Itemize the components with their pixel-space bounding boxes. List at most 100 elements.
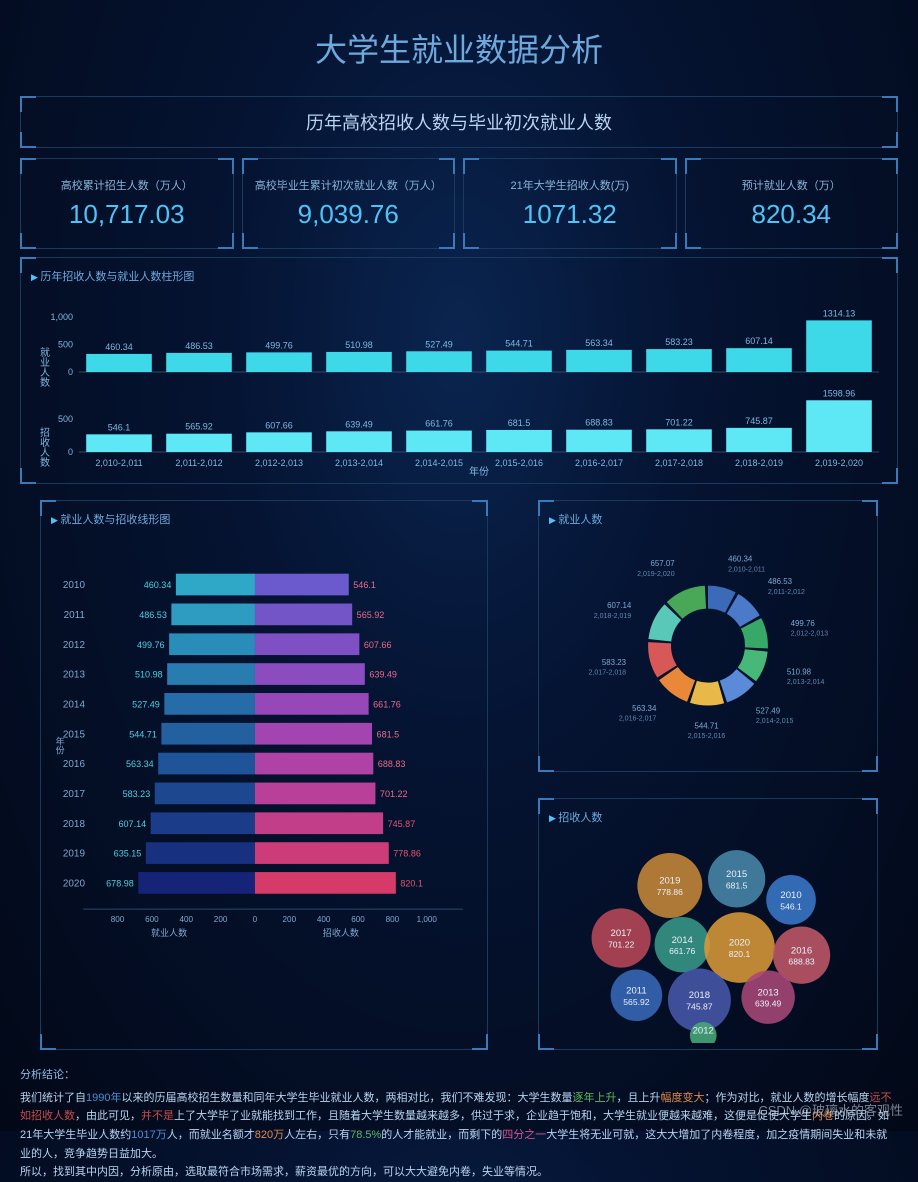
svg-text:2017: 2017: [63, 789, 86, 800]
svg-text:639.49: 639.49: [345, 419, 373, 429]
svg-text:就业人数: 就业人数: [151, 927, 187, 938]
svg-text:688.83: 688.83: [788, 957, 814, 967]
svg-text:2015: 2015: [726, 869, 747, 880]
svg-text:681.5: 681.5: [508, 418, 531, 428]
svg-text:2011: 2011: [64, 610, 86, 621]
svg-text:546.1: 546.1: [353, 580, 376, 590]
stat-label: 21年大学生招收人数(万): [469, 177, 671, 193]
svg-text:688.83: 688.83: [585, 418, 613, 428]
svg-text:499.76: 499.76: [137, 640, 165, 650]
svg-text:745.87: 745.87: [686, 1002, 712, 1012]
conclusion-title: 分析结论：: [20, 1066, 898, 1085]
svg-text:2,017-2,018: 2,017-2,018: [589, 670, 627, 677]
svg-text:2018: 2018: [689, 990, 710, 1001]
svg-text:546.1: 546.1: [780, 901, 802, 911]
svg-text:607.14: 607.14: [607, 601, 632, 610]
svg-text:778.86: 778.86: [657, 887, 683, 897]
hbar-chart: 2010460.34546.12011486.53565.922012499.7…: [47, 535, 481, 965]
svg-text:2,018-2,019: 2,018-2,019: [594, 613, 632, 620]
svg-text:565.92: 565.92: [357, 610, 385, 620]
svg-text:661.76: 661.76: [373, 700, 401, 710]
svg-text:2020: 2020: [729, 938, 750, 949]
svg-text:583.23: 583.23: [665, 337, 693, 347]
svg-text:600: 600: [351, 915, 365, 924]
svg-text:年份: 年份: [55, 735, 65, 755]
svg-text:661.76: 661.76: [669, 946, 695, 956]
svg-text:就业人数: 就业人数: [38, 346, 50, 388]
stat-value: 820.34: [691, 199, 893, 230]
svg-text:701.22: 701.22: [380, 789, 408, 799]
hbar-panel: 就业人数与招收线形图 2010460.34546.12011486.53565.…: [40, 500, 488, 1050]
stat-value: 1071.32: [469, 199, 671, 230]
bubble-panel: 招收人数 2019778.862015681.52010546.12017701…: [538, 798, 878, 1050]
svg-text:2,017-2,018: 2,017-2,018: [655, 458, 703, 468]
svg-text:2013: 2013: [758, 987, 779, 998]
svg-text:2020: 2020: [63, 879, 86, 890]
main-title: 大学生就业数据分析: [0, 0, 918, 86]
svg-text:745.87: 745.87: [745, 416, 773, 426]
svg-text:657.07: 657.07: [650, 559, 674, 568]
svg-text:527.49: 527.49: [756, 707, 781, 716]
svg-text:499.76: 499.76: [265, 340, 293, 350]
svg-text:681.5: 681.5: [377, 729, 400, 739]
svg-text:460.34: 460.34: [728, 555, 753, 564]
svg-text:2,014-2,015: 2,014-2,015: [415, 458, 463, 468]
svg-text:460.34: 460.34: [144, 580, 172, 590]
svg-text:635.15: 635.15: [114, 849, 142, 859]
svg-text:486.53: 486.53: [185, 341, 213, 351]
svg-text:486.53: 486.53: [768, 577, 793, 586]
svg-text:2,012-2,013: 2,012-2,013: [791, 630, 829, 637]
svg-text:2,013-2,014: 2,013-2,014: [787, 679, 825, 686]
svg-text:2016: 2016: [791, 945, 812, 956]
svg-text:0: 0: [253, 915, 258, 924]
svg-text:2014: 2014: [672, 935, 694, 946]
svg-text:701.22: 701.22: [665, 417, 693, 427]
svg-text:639.49: 639.49: [369, 670, 397, 680]
svg-text:701.22: 701.22: [608, 940, 634, 950]
svg-text:2018: 2018: [63, 819, 86, 830]
svg-text:527.49: 527.49: [132, 700, 160, 710]
svg-text:688.83: 688.83: [378, 759, 406, 769]
svg-text:0: 0: [68, 447, 73, 457]
svg-text:2,015-2,016: 2,015-2,016: [688, 733, 726, 740]
svg-text:546.1: 546.1: [108, 422, 131, 432]
svg-text:510.98: 510.98: [345, 340, 373, 350]
svg-text:2,012-2,013: 2,012-2,013: [255, 458, 303, 468]
svg-text:544.71: 544.71: [505, 339, 533, 349]
donut-chart: 460.342,010-2,011486.532,011-2,012499.76…: [545, 535, 871, 765]
svg-text:778.86: 778.86: [393, 849, 421, 859]
svg-text:500: 500: [58, 340, 73, 350]
bubble-chart: 2019778.862015681.52010546.12017701.2220…: [545, 833, 871, 1043]
svg-text:678.98: 678.98: [106, 879, 134, 889]
svg-text:510.98: 510.98: [787, 667, 812, 676]
svg-text:2,015-2,016: 2,015-2,016: [495, 458, 543, 468]
svg-text:2016: 2016: [63, 759, 86, 770]
svg-text:2013: 2013: [63, 670, 86, 681]
svg-text:510.98: 510.98: [135, 670, 163, 680]
svg-text:745.87: 745.87: [388, 819, 416, 829]
svg-text:607.66: 607.66: [364, 640, 392, 650]
svg-text:460.34: 460.34: [105, 342, 133, 352]
svg-text:招收人数: 招收人数: [323, 927, 359, 938]
svg-text:563.34: 563.34: [585, 338, 613, 348]
bubble-title: 招收人数: [545, 805, 871, 833]
svg-text:200: 200: [214, 915, 228, 924]
svg-text:2,014-2,015: 2,014-2,015: [756, 718, 794, 725]
svg-text:544.71: 544.71: [129, 729, 157, 739]
donut-title: 就业人数: [545, 507, 871, 535]
svg-text:2019: 2019: [659, 876, 680, 887]
conclusion-block: 分析结论： 我们统计了自1990年以来的历届高校招生数量和同年大学生毕业就业人数…: [20, 1066, 898, 1182]
svg-text:565.92: 565.92: [185, 422, 213, 432]
svg-text:1314.13: 1314.13: [823, 308, 856, 318]
subtitle-panel: 历年高校招收人数与毕业初次就业人数: [20, 96, 898, 148]
svg-text:2012: 2012: [63, 640, 86, 651]
svg-text:1598.96: 1598.96: [823, 388, 856, 398]
svg-text:661.76: 661.76: [425, 419, 453, 429]
svg-text:499.76: 499.76: [791, 619, 816, 628]
svg-text:607.66: 607.66: [265, 420, 293, 430]
stat-label: 预计就业人数（万）: [691, 177, 893, 193]
svg-text:2,016-2,017: 2,016-2,017: [619, 716, 657, 723]
bar-chart-panel: 历年招收人数与就业人数柱形图 05001,000就业人数460.34486.53…: [20, 257, 898, 484]
svg-text:544.71: 544.71: [694, 721, 719, 730]
svg-text:800: 800: [386, 915, 400, 924]
